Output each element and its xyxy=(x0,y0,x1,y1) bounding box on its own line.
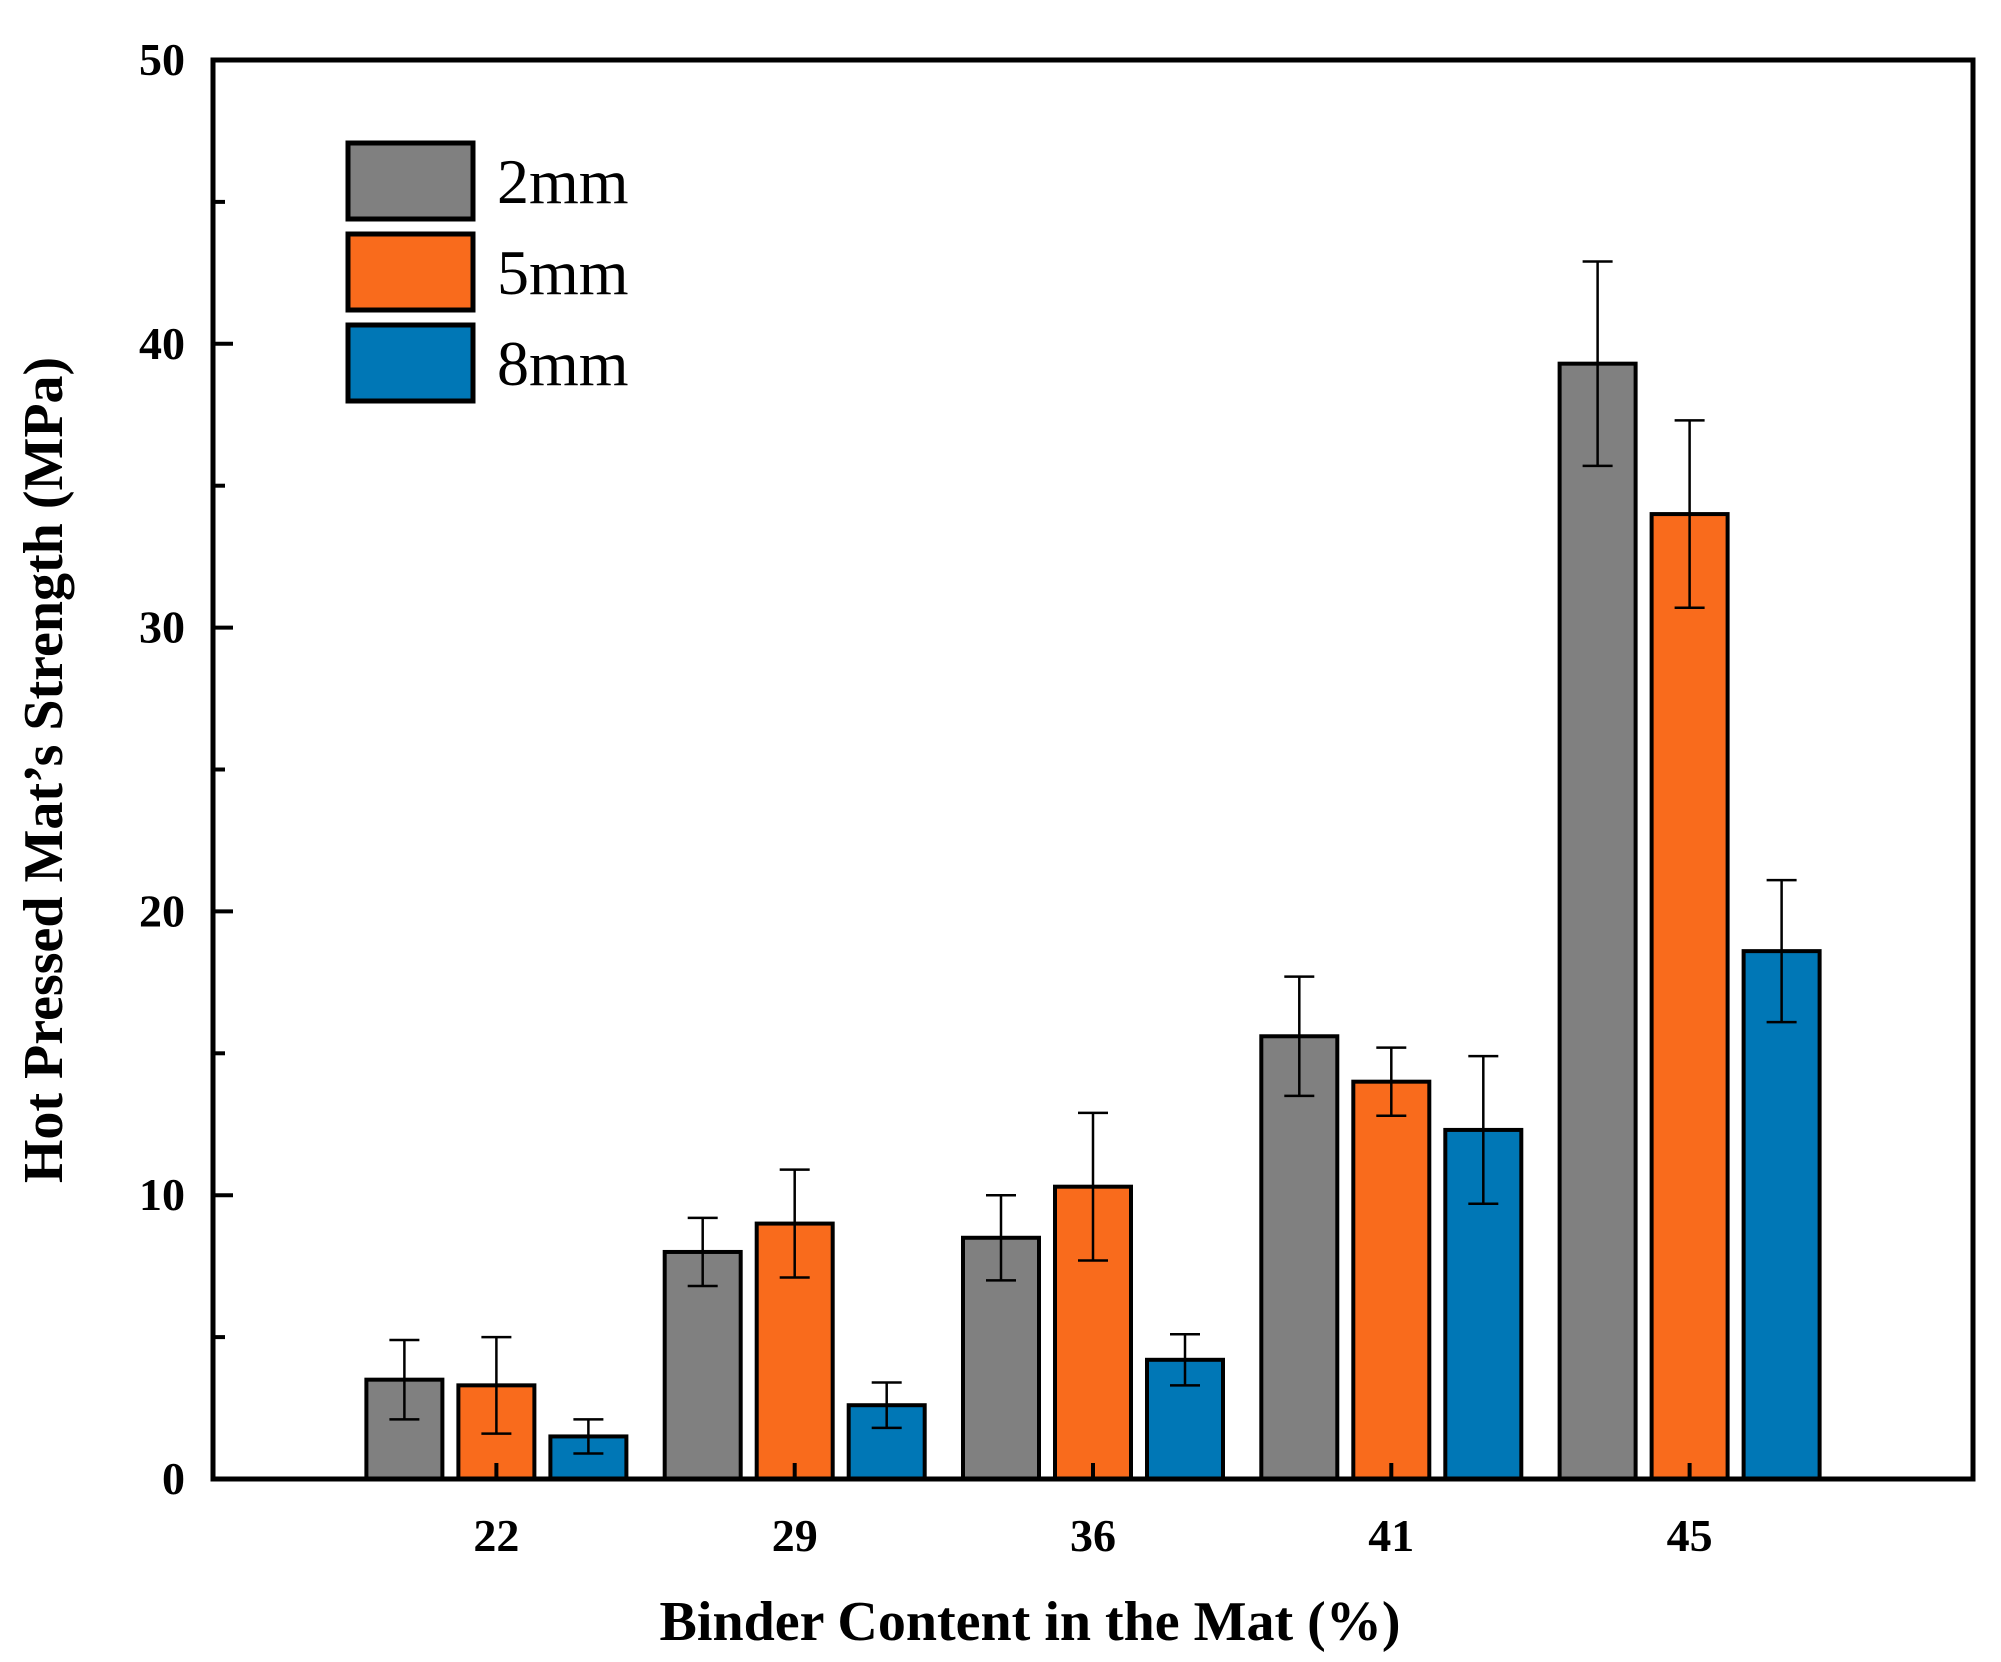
bar-2mm-45 xyxy=(1557,361,1638,1481)
y-tick-label-40: 40 xyxy=(139,318,185,369)
y-tick-label-20: 20 xyxy=(139,885,185,936)
y-axis-title: Hot Pressed Mat’s Strength (MPa) xyxy=(13,357,75,1183)
x-tick-label-22: 22 xyxy=(473,1510,519,1561)
bar-5mm-45 xyxy=(1649,512,1730,1481)
legend: 2mm 5mm 8mm xyxy=(345,140,629,404)
legend-swatch-8mm xyxy=(345,322,476,404)
x-tick-label-29: 29 xyxy=(772,1510,818,1561)
x-tick-label-45: 45 xyxy=(1667,1510,1713,1561)
legend-swatch-2mm xyxy=(345,140,476,222)
x-axis-title: Binder Content in the Mat (%) xyxy=(660,1591,1401,1653)
axes: 0 10 20 30 40 50 22 29 36 41 45 xyxy=(139,34,1713,1561)
x-tick-label-36: 36 xyxy=(1070,1510,1116,1561)
legend-swatch-5mm xyxy=(345,231,476,313)
y-tick-label-0: 0 xyxy=(162,1453,185,1504)
bar-8mm-45 xyxy=(1741,949,1822,1481)
legend-label-5mm: 5mm xyxy=(497,237,629,308)
legend-label-2mm: 2mm xyxy=(497,146,629,217)
legend-label-8mm: 8mm xyxy=(497,328,629,399)
y-tick-label-30: 30 xyxy=(139,602,185,653)
bar-2mm-41 xyxy=(1259,1034,1340,1481)
plot-area xyxy=(364,260,1822,1482)
x-tick-label-41: 41 xyxy=(1368,1510,1414,1561)
bar-5mm-41 xyxy=(1351,1079,1432,1482)
y-tick-label-10: 10 xyxy=(139,1169,185,1220)
y-tick-label-50: 50 xyxy=(139,34,185,85)
